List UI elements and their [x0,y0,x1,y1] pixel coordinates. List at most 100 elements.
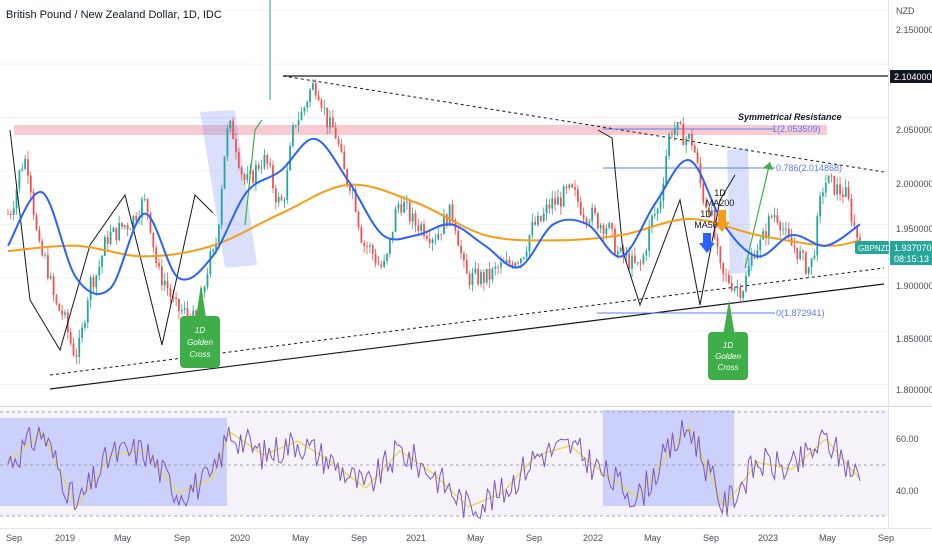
candle-body [676,122,679,130]
symbol-label: GBPNZD [858,244,892,253]
candle-body [311,83,314,90]
candle-body [166,280,169,288]
candle-body [440,233,443,235]
candle-body [491,268,494,280]
candle-body [639,262,642,264]
high-price-badge [890,70,932,83]
candle-body [856,225,859,238]
candle-body [688,133,690,139]
candle-body [725,274,727,276]
candle-body [528,235,531,252]
fib-0786-label: 0.786(2.014868) [776,163,842,173]
candle-body [853,221,856,226]
candle-body [55,295,58,304]
candle-body [716,237,719,247]
candle-body [72,343,75,356]
chart-title: British Pound / New Zealand Dollar, 1D, … [6,9,222,21]
candle-body [474,268,477,273]
candle-body [830,175,833,177]
candle-body [314,83,317,96]
candle-body [693,145,696,153]
candle-body [306,102,309,108]
candle-body [804,252,807,274]
candle-body [465,260,468,274]
candle-body [143,198,146,200]
candle-body [35,215,38,230]
candle-body [49,276,52,279]
candle-body [240,167,243,175]
candle-body [554,198,557,205]
candle-body [363,242,366,246]
candle-body [129,229,132,231]
projection-arrowhead [763,162,773,170]
candle-body [633,255,636,263]
candle-body [141,199,143,218]
candle-body [537,215,539,225]
candle-body [423,224,425,237]
candle-body [511,263,514,267]
candle-body [303,107,306,112]
candle-body [103,237,106,256]
candle-body [46,255,49,279]
candle-body [380,264,383,267]
candle-body [360,227,363,243]
candle-body [263,154,266,168]
ma200-label-line1: 1D [714,188,726,198]
candle-body [782,229,784,231]
candle-body [431,239,434,244]
candle-body [648,226,651,251]
candle-body [582,214,585,219]
candle-body [69,332,72,344]
candle-body [135,215,138,221]
candle-body [822,192,824,197]
grid [0,10,888,386]
candle-body [326,107,329,128]
price-tick: 1.900000 [896,281,932,291]
ma50-label-line2: MA50 [694,220,718,230]
candle-body [656,209,659,214]
golden-cross-right-line2: Golden [715,352,741,361]
candle-body [223,156,226,189]
candle-body [209,251,212,275]
candle-body [736,287,739,289]
candle-body [394,208,397,232]
candle-body [217,224,220,245]
candle-body [160,266,163,286]
candle-body [460,245,462,254]
candle-body [425,236,428,239]
price-tick: 1.950000 [896,224,932,234]
candle-body [89,277,92,301]
candle-body [386,253,388,261]
candle-body [448,204,451,227]
candle-body [756,250,759,259]
candle-body [628,253,631,269]
candle-body [445,214,448,227]
candle-body [451,204,454,221]
candle-body [824,183,827,193]
candle-body [406,201,408,203]
candle-body [770,216,773,218]
time-tick: 2023 [758,533,778,543]
ma200-arrow-icon [714,210,730,232]
candle-body [730,282,733,291]
candle-body [591,207,594,222]
candle-body [320,100,323,108]
candle-body [565,186,568,189]
candle-body [539,215,542,222]
candle-body [576,189,579,202]
candle-body [277,196,280,203]
candle-body [505,259,508,264]
candle-body [616,251,619,255]
candle-body [813,255,816,259]
candle-body [84,322,86,328]
candle-body [779,222,782,231]
candle-body [710,209,713,216]
candle-body [579,201,582,215]
time-tick: Sep [351,533,367,543]
candle-body [437,233,440,240]
candle-body [354,189,357,212]
golden-cross-left-line1: 1D [195,326,205,335]
golden-cross-right-line3: Cross [718,363,739,372]
candle-body [557,197,559,205]
